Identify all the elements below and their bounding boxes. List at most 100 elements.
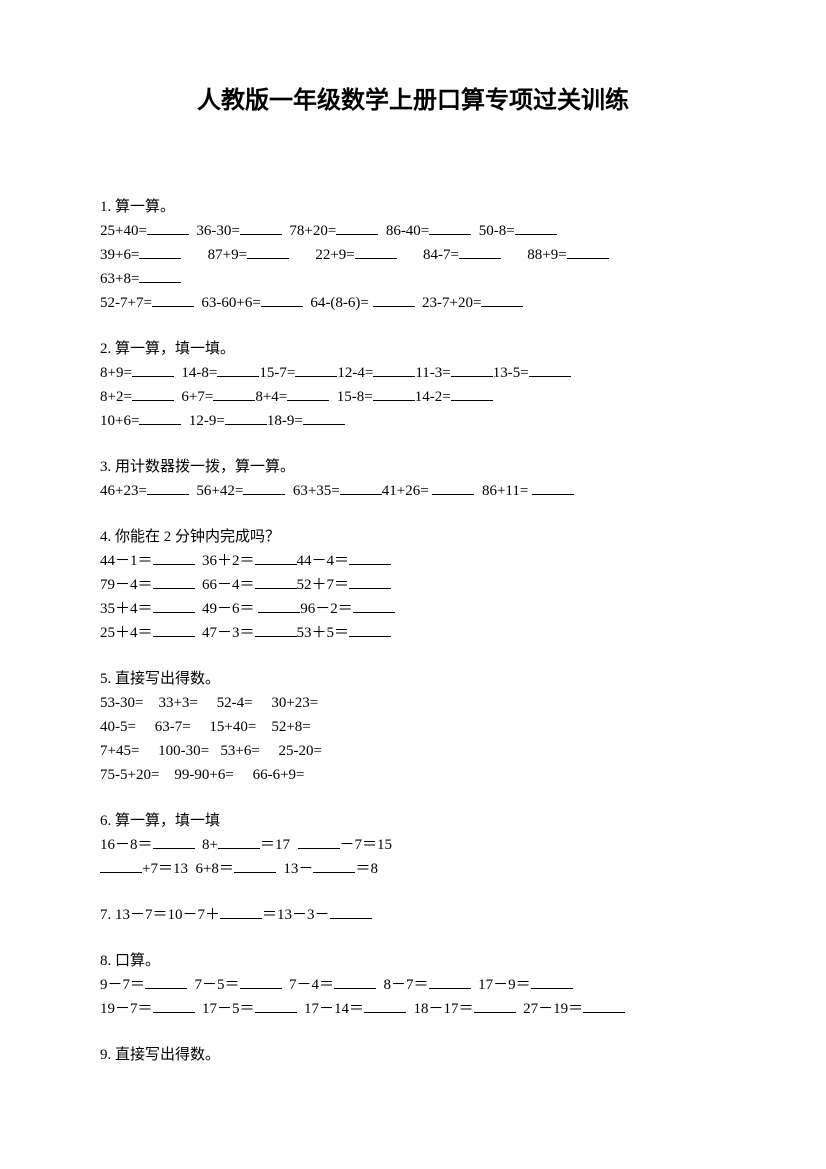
answer-blank[interactable] — [213, 386, 255, 401]
section-line: 75-5+20= 99-90+6= 66-6+9= — [100, 763, 726, 787]
answer-blank[interactable] — [334, 974, 376, 989]
answer-blank[interactable] — [147, 480, 189, 495]
answer-blank[interactable] — [349, 622, 391, 637]
sections-container: 1. 算一算。25+40= 36-30= 78+20= 86-40= 50-8=… — [100, 195, 726, 1067]
section: 9. 直接写出得数。 — [100, 1043, 726, 1067]
section-line: 8+2= 6+7=8+4= 15-8=14-2= — [100, 385, 726, 409]
answer-blank[interactable] — [353, 598, 395, 613]
answer-blank[interactable] — [287, 386, 329, 401]
answer-blank[interactable] — [240, 974, 282, 989]
answer-blank[interactable] — [139, 410, 181, 425]
answer-blank[interactable] — [255, 622, 297, 637]
section-line: +7＝13 6+8＝ 13－＝8 — [100, 857, 726, 881]
answer-blank[interactable] — [459, 244, 501, 259]
answer-blank[interactable] — [451, 386, 493, 401]
section-heading: 1. 算一算。 — [100, 195, 726, 219]
answer-blank[interactable] — [364, 998, 406, 1013]
answer-blank[interactable] — [429, 974, 471, 989]
section-line: 19－7＝ 17－5＝ 17－14＝ 18－17＝ 27－19＝ — [100, 997, 726, 1021]
answer-blank[interactable] — [132, 386, 174, 401]
section-heading: 7. 13－7＝10－7＋＝13－3－ — [100, 903, 726, 927]
section-line: 39+6= 87+9= 22+9= 84-7= 88+9= — [100, 243, 726, 267]
section-heading: 4. 你能在 2 分钟内完成吗？ — [100, 525, 726, 549]
answer-blank[interactable] — [451, 362, 493, 377]
answer-blank[interactable] — [247, 244, 289, 259]
answer-blank[interactable] — [218, 834, 260, 849]
section-heading: 8. 口算。 — [100, 949, 726, 973]
answer-blank[interactable] — [532, 480, 574, 495]
section-heading: 5. 直接写出得数。 — [100, 667, 726, 691]
answer-blank[interactable] — [349, 574, 391, 589]
answer-blank[interactable] — [225, 410, 267, 425]
section-heading: 2. 算一算，填一填。 — [100, 337, 726, 361]
section: 8. 口算。9－7＝ 7－5＝ 7－4＝ 8－7＝ 17－9＝19－7＝ 17－… — [100, 949, 726, 1021]
answer-blank[interactable] — [261, 292, 303, 307]
answer-blank[interactable] — [481, 292, 523, 307]
section: 1. 算一算。25+40= 36-30= 78+20= 86-40= 50-8=… — [100, 195, 726, 315]
section-line: 52-7+7= 63-60+6= 64-(8-6)= 23-7+20= — [100, 291, 726, 315]
section: 7. 13－7＝10－7＋＝13－3－ — [100, 903, 726, 927]
answer-blank[interactable] — [313, 858, 355, 873]
answer-blank[interactable] — [153, 998, 195, 1013]
answer-blank[interactable] — [100, 858, 142, 873]
answer-blank[interactable] — [139, 268, 181, 283]
answer-blank[interactable] — [153, 834, 195, 849]
answer-blank[interactable] — [583, 998, 625, 1013]
answer-blank[interactable] — [373, 362, 415, 377]
answer-blank[interactable] — [303, 410, 345, 425]
section-line: 40-5= 63-7= 15+40= 52+8= — [100, 715, 726, 739]
section-line: 53-30= 33+3= 52-4= 30+23= — [100, 691, 726, 715]
answer-blank[interactable] — [234, 858, 276, 873]
section-line: 8+9= 14-8=15-7=12-4=11-3=13-5= — [100, 361, 726, 385]
section-line: 44－1＝ 36＋2＝44－4＝ — [100, 549, 726, 573]
section-line: 9－7＝ 7－5＝ 7－4＝ 8－7＝ 17－9＝ — [100, 973, 726, 997]
answer-blank[interactable] — [567, 244, 609, 259]
section-line: 63+8= — [100, 267, 726, 291]
answer-blank[interactable] — [147, 220, 189, 235]
answer-blank[interactable] — [258, 598, 300, 613]
answer-blank[interactable] — [336, 220, 378, 235]
section-heading: 9. 直接写出得数。 — [100, 1043, 726, 1067]
section-line: 25+40= 36-30= 78+20= 86-40= 50-8= — [100, 219, 726, 243]
answer-blank[interactable] — [240, 220, 282, 235]
answer-blank[interactable] — [295, 362, 337, 377]
answer-blank[interactable] — [340, 480, 382, 495]
section: 3. 用计数器拨一拨，算一算。46+23= 56+42= 63+35=41+26… — [100, 455, 726, 503]
answer-blank[interactable] — [515, 220, 557, 235]
answer-blank[interactable] — [153, 598, 195, 613]
answer-blank[interactable] — [153, 622, 195, 637]
answer-blank[interactable] — [373, 292, 415, 307]
section: 6. 算一算，填一填16－8＝ 8+＝17 －7＝15+7＝13 6+8＝ 13… — [100, 809, 726, 881]
answer-blank[interactable] — [474, 998, 516, 1013]
answer-blank[interactable] — [217, 362, 259, 377]
answer-blank[interactable] — [243, 480, 285, 495]
section-line: 46+23= 56+42= 63+35=41+26= 86+11= — [100, 479, 726, 503]
answer-blank[interactable] — [255, 550, 297, 565]
answer-blank[interactable] — [152, 292, 194, 307]
answer-blank[interactable] — [132, 362, 174, 377]
answer-blank[interactable] — [355, 244, 397, 259]
section-line: 16－8＝ 8+＝17 －7＝15 — [100, 833, 726, 857]
section: 4. 你能在 2 分钟内完成吗？44－1＝ 36＋2＝44－4＝79－4＝ 66… — [100, 525, 726, 645]
section-line: 79－4＝ 66－4＝52＋7＝ — [100, 573, 726, 597]
answer-blank[interactable] — [298, 834, 340, 849]
answer-blank[interactable] — [153, 574, 195, 589]
section-line: 10+6= 12-9=18-9= — [100, 409, 726, 433]
section-heading: 3. 用计数器拨一拨，算一算。 — [100, 455, 726, 479]
answer-blank[interactable] — [330, 904, 372, 919]
answer-blank[interactable] — [531, 974, 573, 989]
answer-blank[interactable] — [255, 574, 297, 589]
answer-blank[interactable] — [255, 998, 297, 1013]
section-line: 25＋4＝ 47－3＝53＋5＝ — [100, 621, 726, 645]
answer-blank[interactable] — [373, 386, 415, 401]
answer-blank[interactable] — [432, 480, 474, 495]
answer-blank[interactable] — [529, 362, 571, 377]
answer-blank[interactable] — [220, 904, 262, 919]
page-title: 人教版一年级数学上册口算专项过关训练 — [100, 80, 726, 115]
answer-blank[interactable] — [145, 974, 187, 989]
answer-blank[interactable] — [349, 550, 391, 565]
answer-blank[interactable] — [429, 220, 471, 235]
answer-blank[interactable] — [153, 550, 195, 565]
section-heading: 6. 算一算，填一填 — [100, 809, 726, 833]
answer-blank[interactable] — [139, 244, 181, 259]
